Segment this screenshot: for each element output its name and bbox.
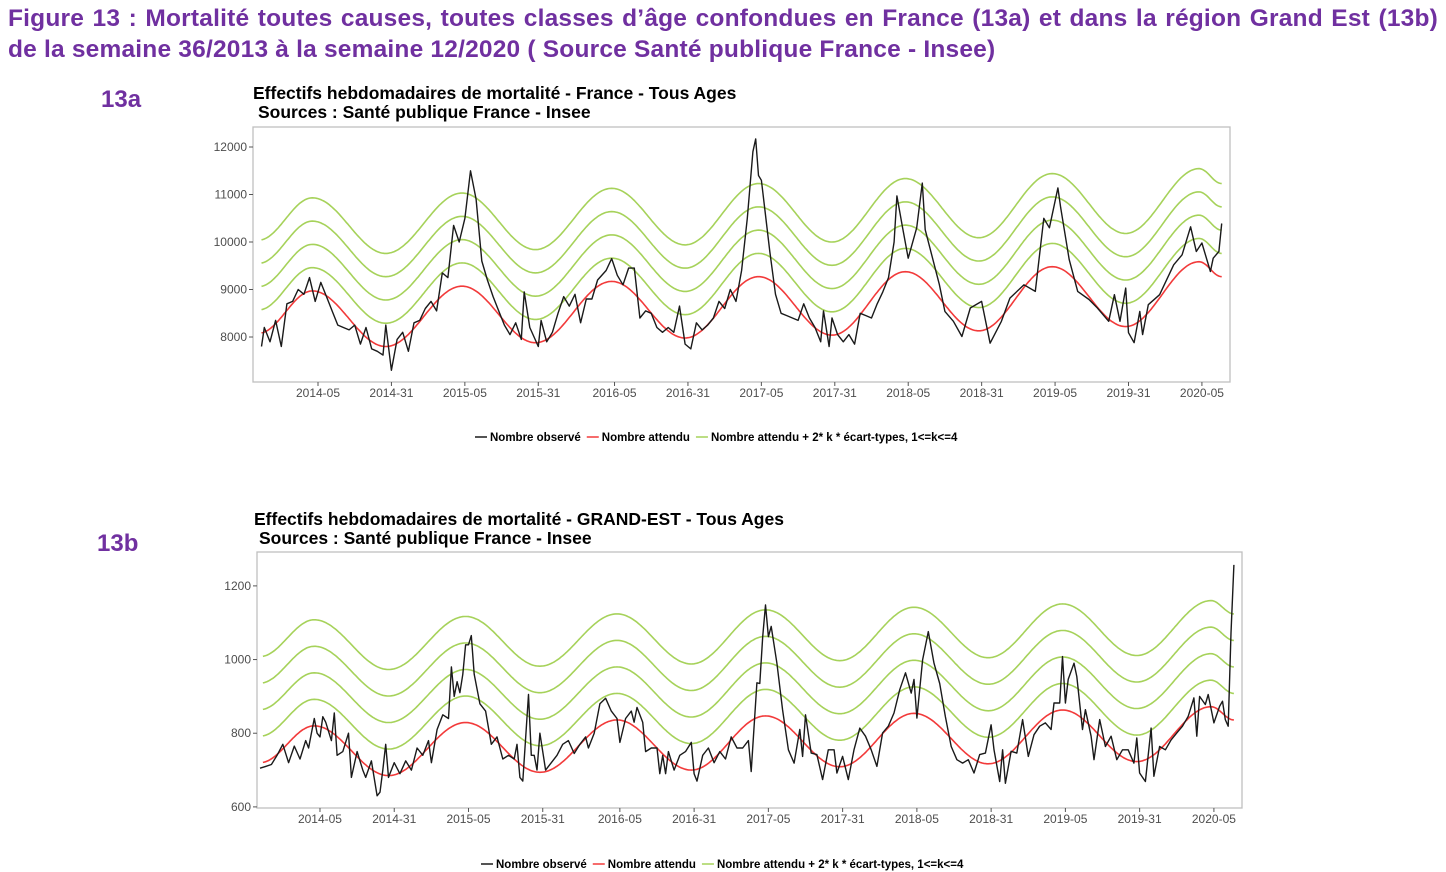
- x-tick-label: 2017-05: [746, 812, 790, 826]
- x-tick-label: 2014-05: [298, 812, 342, 826]
- x-tick-label: 2015-05: [446, 812, 490, 826]
- legend: Nombre observé Nombre attendu Nombre atten…: [475, 432, 958, 444]
- x-tick-label: 2015-31: [521, 812, 565, 826]
- y-tick-label: 1200: [224, 579, 251, 593]
- y-tick-label: 10000: [214, 235, 248, 249]
- threshold-line-k2: [262, 652, 1234, 724]
- x-tick-label: 2017-05: [739, 386, 783, 400]
- x-tick-label: 2019-31: [1118, 812, 1162, 826]
- x-tick-label: 2018-31: [969, 812, 1013, 826]
- y-tick-label: 11000: [215, 188, 248, 202]
- y-tick-label: 12000: [214, 140, 248, 154]
- panel-label-13a: 13a: [101, 86, 142, 113]
- figure-title: Figure 13 : Mortalité toutes causes, tou…: [8, 5, 1438, 63]
- threshold-line-k4: [262, 599, 1234, 671]
- x-tick-label: 2019-05: [1043, 812, 1087, 826]
- x-tick-label: 2018-05: [886, 386, 930, 400]
- legend: Nombre observé Nombre attendu Nombre atten…: [481, 859, 964, 871]
- x-tick-label: 2015-31: [516, 386, 560, 400]
- x-tick-label: 2020-05: [1180, 386, 1224, 400]
- threshold-line-k1: [261, 237, 1222, 324]
- threshold-line-k3: [262, 626, 1234, 697]
- threshold-line-k1: [262, 679, 1234, 750]
- chart-title: Effectifs hebdomadaires de mortalité - G…: [254, 509, 784, 529]
- threshold-line-k3: [261, 191, 1222, 278]
- plot-frame: [252, 126, 1231, 383]
- x-tick-label: 2018-31: [960, 386, 1004, 400]
- x-tick-label: 2016-05: [598, 812, 642, 826]
- y-tick-label: 1000: [224, 653, 251, 667]
- legend-label: Nombre observé: [496, 859, 587, 871]
- y-tick-label: 8000: [220, 330, 247, 344]
- x-tick-label: 2020-05: [1192, 812, 1236, 826]
- x-tick-label: 2015-05: [443, 386, 487, 400]
- legend-label: Nombre attendu: [602, 432, 690, 444]
- chart-subtitle: Sources : Santé publique France - Insee: [258, 102, 591, 122]
- threshold-line-k4: [261, 167, 1222, 255]
- x-tick-label: 2017-31: [821, 812, 865, 826]
- expected-line: [261, 260, 1222, 348]
- observed-line: [260, 138, 1223, 371]
- x-tick-label: 2014-31: [369, 386, 413, 400]
- y-tick-label: 600: [231, 800, 251, 814]
- chart-title: Effectifs hebdomadaires de mortalité - F…: [253, 83, 737, 103]
- chart-13b: Effectifs hebdomadaires de mortalité - G…: [224, 509, 1243, 871]
- chart-subtitle: Sources : Santé publique France - Insee: [259, 528, 592, 548]
- x-tick-label: 2016-05: [593, 386, 637, 400]
- x-tick-label: 2018-05: [895, 812, 939, 826]
- legend-label: Nombre attendu + 2* k * écart-types, 1<=…: [711, 432, 958, 444]
- x-tick-label: 2014-31: [372, 812, 416, 826]
- panel-label-13b: 13b: [97, 530, 139, 557]
- x-tick-label: 2017-31: [813, 386, 857, 400]
- legend-label: Nombre attendu + 2* k * écart-types, 1<=…: [717, 859, 964, 871]
- y-tick-label: 9000: [220, 283, 247, 297]
- y-tick-label: 800: [231, 726, 251, 740]
- x-tick-label: 2016-31: [672, 812, 716, 826]
- observed-line: [259, 564, 1235, 797]
- chart-13a: Effectifs hebdomadaires de mortalité - F…: [214, 83, 1231, 444]
- legend-label: Nombre observé: [490, 432, 581, 444]
- legend-label: Nombre attendu: [608, 859, 696, 871]
- x-tick-label: 2019-05: [1033, 386, 1077, 400]
- x-tick-label: 2019-31: [1106, 386, 1150, 400]
- threshold-line-k2: [261, 214, 1222, 301]
- x-tick-label: 2014-05: [296, 386, 340, 400]
- x-tick-label: 2016-31: [666, 386, 710, 400]
